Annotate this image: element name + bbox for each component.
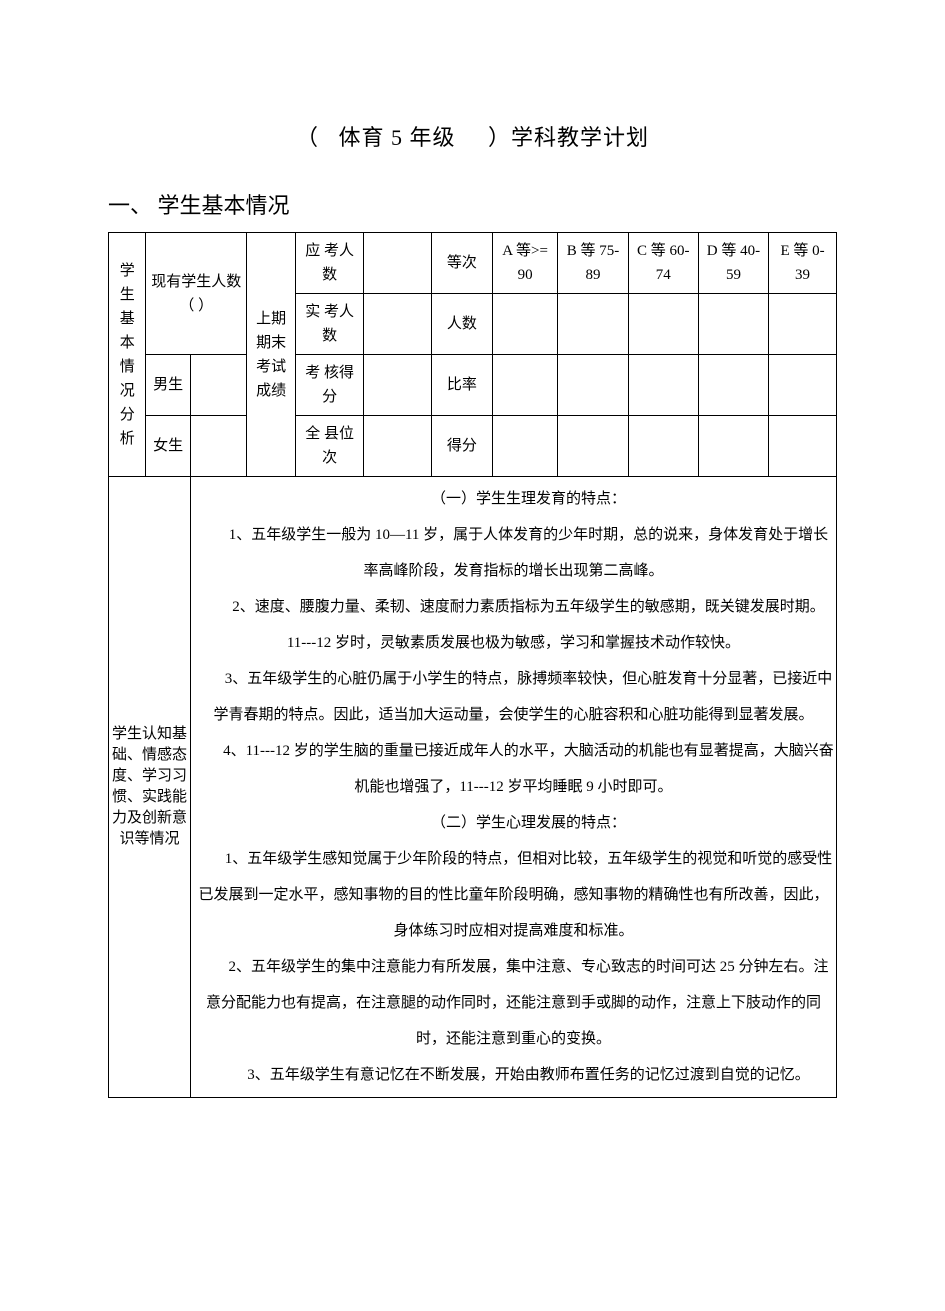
cell-defen-e: [769, 416, 837, 477]
cell-row-label-2: 学生认知基础、情感态度、学习习惯、实践能力及创新意识等情况: [109, 477, 191, 1098]
cell-defen-c: [628, 416, 698, 477]
cell-quanxian: 全 县位次: [296, 416, 364, 477]
cell-bilv-c: [628, 355, 698, 416]
cell-last-exam: 上期期末考试成绩: [247, 233, 296, 477]
cell-grade-b: B 等 75-89: [558, 233, 628, 294]
cell-dengci: 等次: [432, 233, 493, 294]
body-text: （一）学生生理发育的特点： 1、五年级学生一般为 10—11 岁，属于人体发育的…: [193, 481, 834, 1093]
body-p7: 3、五年级学生有意记忆在不断发展，开始由教师布置任务的记忆过渡到自觉的记忆。: [193, 1057, 834, 1093]
cell-renshu-e: [769, 294, 837, 355]
cell-grade-e: E 等 0-39: [769, 233, 837, 294]
cell-bilv-d: [698, 355, 768, 416]
body-p6: 2、五年级学生的集中注意能力有所发展，集中注意、专心致志的时间可达 25 分钟左…: [193, 949, 834, 1057]
section-1-header: 一、 学生基本情况: [108, 188, 837, 220]
cell-defen: 得分: [432, 416, 493, 477]
body-p5: 1、五年级学生感知觉属于少年阶段的特点，但相对比较，五年级学生的视觉和听觉的感受…: [193, 841, 834, 949]
current-students-paren: （ ）: [179, 298, 213, 314]
cell-renshu-b: [558, 294, 628, 355]
cell-body-content: （一）学生生理发育的特点： 1、五年级学生一般为 10—11 岁，属于人体发育的…: [190, 477, 836, 1098]
cell-defen-a: [492, 416, 558, 477]
body-p4: 4、11---12 岁的学生脑的重量已接近成年人的水平，大脑活动的机能也有显著提…: [193, 733, 834, 805]
cell-defen-b: [558, 416, 628, 477]
title-close: ）学科教学计划: [488, 125, 649, 150]
cell-row-label-1: 学生基本情况分析: [109, 233, 146, 477]
cell-renshu: 人数: [432, 294, 493, 355]
current-students-text: 现有学生人数: [151, 274, 241, 290]
title-subject: 体育 5 年级: [338, 125, 455, 150]
student-info-table: 学生基本情况分析 现有学生人数 （ ） 上期期末考试成绩 应 考人数 等次 A …: [108, 232, 837, 1098]
cell-quanxian-v: [364, 416, 432, 477]
cell-yingkao: 应 考人数: [296, 233, 364, 294]
cell-grade-c: C 等 60-74: [628, 233, 698, 294]
body-h1: （一）学生生理发育的特点：: [193, 481, 834, 517]
body-p2: 2、速度、腰腹力量、柔韧、速度耐力素质指标为五年级学生的敏感期，既关键发展时期。…: [193, 589, 834, 661]
cell-kaohe: 考 核得分: [296, 355, 364, 416]
body-h2: （二）学生心理发展的特点：: [193, 805, 834, 841]
cell-bilv-e: [769, 355, 837, 416]
body-p1: 1、五年级学生一般为 10—11 岁，属于人体发育的少年时期，总的说来，身体发育…: [193, 517, 834, 589]
cell-male: 男生: [146, 355, 190, 416]
cell-kaohe-v: [364, 355, 432, 416]
cell-shikao-v: [364, 294, 432, 355]
title-open-paren: （: [296, 125, 319, 150]
cell-yingkao-v: [364, 233, 432, 294]
cell-bilv-b: [558, 355, 628, 416]
body-p3: 3、五年级学生的心脏仍属于小学生的特点，脉搏频率较快，但心脏发育十分显著，已接近…: [193, 661, 834, 733]
cell-grade-a: A 等>= 90: [492, 233, 558, 294]
cell-bilv: 比率: [432, 355, 493, 416]
document-title: （ 体育 5 年级 ）学科教学计划: [108, 120, 837, 152]
cell-grade-d: D 等 40-59: [698, 233, 768, 294]
cell-current-students: 现有学生人数 （ ）: [146, 233, 247, 355]
cell-female-v: [190, 416, 246, 477]
cell-defen-d: [698, 416, 768, 477]
cell-bilv-a: [492, 355, 558, 416]
cell-renshu-d: [698, 294, 768, 355]
cell-renshu-a: [492, 294, 558, 355]
cell-female: 女生: [146, 416, 190, 477]
cell-shikao: 实 考人数: [296, 294, 364, 355]
cell-renshu-c: [628, 294, 698, 355]
cell-male-v: [190, 355, 246, 416]
